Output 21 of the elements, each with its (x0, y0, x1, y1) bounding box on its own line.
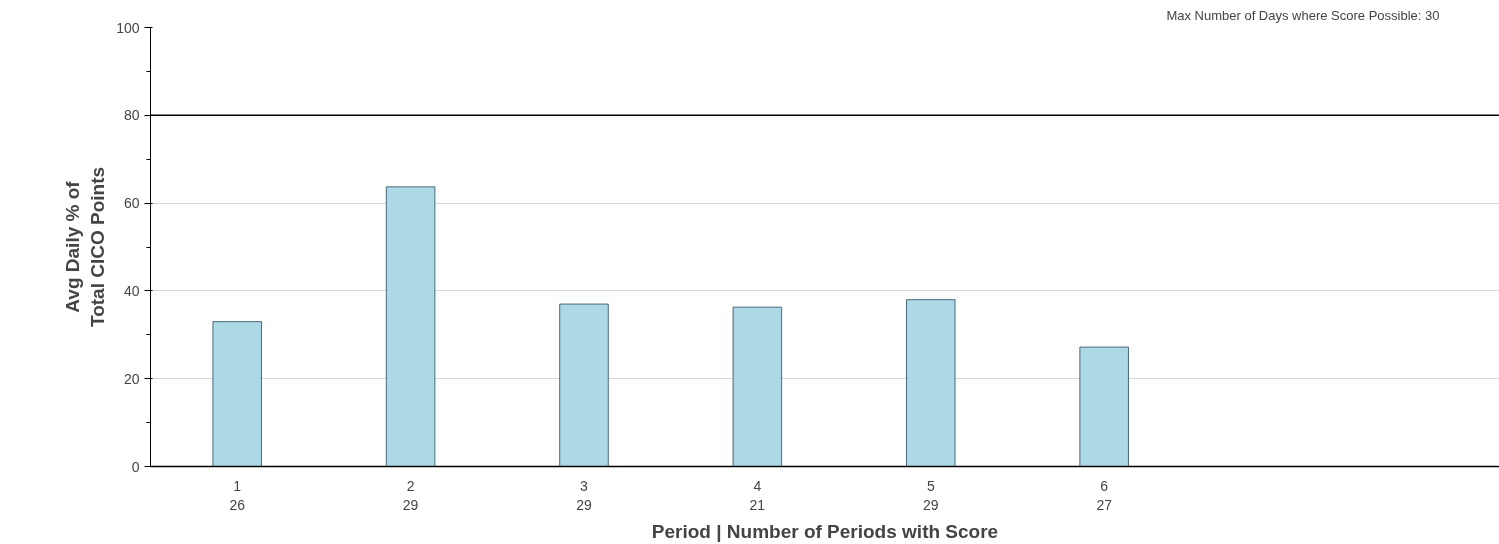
y-axis-title: Avg Daily % of Total CICO Points (61, 166, 109, 328)
x-axis-title: Period | Number of Periods with Score (651, 520, 999, 542)
x-tick-label: 2 29 (402, 477, 419, 513)
text: Max Number of Days where Score Possible: 30 (1166, 7, 1440, 23)
bar (212, 321, 262, 467)
y-tick-label: 60 (123, 195, 140, 212)
x-tick-label: 6 27 (1096, 477, 1113, 513)
bar (905, 299, 956, 467)
x-tick-label: 3 29 (576, 477, 592, 513)
bar (385, 186, 436, 467)
x-tick-label: 5 29 (922, 477, 939, 513)
bar (559, 303, 609, 467)
y-tick-label: 20 (123, 370, 140, 387)
x-tick-label: 4 21 (749, 477, 766, 513)
bar (732, 306, 783, 467)
y-tick-label: 80 (123, 107, 140, 124)
bar (1079, 346, 1129, 467)
y-tick-label: 100 (116, 19, 140, 36)
x-tick-label: 1 26 (229, 477, 246, 513)
y-tick-label: 0 (131, 458, 140, 475)
y-tick-label: 40 (123, 282, 140, 299)
